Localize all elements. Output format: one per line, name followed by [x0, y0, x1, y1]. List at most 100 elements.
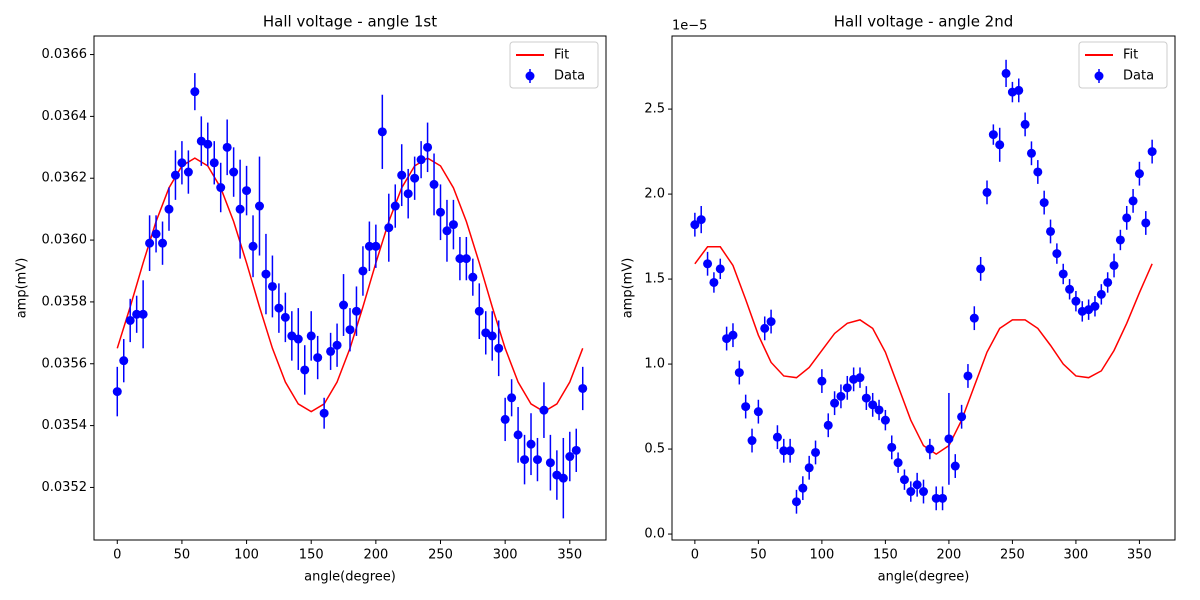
- data-point: [565, 452, 575, 462]
- data-point: [734, 368, 744, 378]
- data-point: [390, 201, 400, 211]
- data-point: [1014, 85, 1024, 95]
- data-point: [944, 434, 954, 444]
- data-point: [526, 439, 536, 449]
- data-point: [423, 142, 433, 152]
- data-point: [957, 412, 967, 422]
- offset-label: 1e−5: [672, 19, 707, 34]
- data-point: [351, 306, 361, 316]
- data-point: [578, 383, 588, 393]
- data-point: [728, 330, 738, 340]
- data-point: [836, 391, 846, 401]
- data-point: [487, 331, 497, 341]
- data-point: [823, 420, 833, 430]
- data-point: [209, 158, 219, 168]
- data-point: [1065, 284, 1075, 294]
- data-point: [874, 405, 884, 415]
- data-point: [703, 259, 713, 269]
- x-tick-label: 0: [691, 548, 699, 563]
- y-tick-label: 0.0: [644, 527, 665, 542]
- data-point: [855, 373, 865, 383]
- data-point: [436, 207, 446, 217]
- data-point: [696, 215, 706, 225]
- data-point: [1147, 147, 1157, 157]
- data-point: [494, 343, 504, 353]
- axes-frame: [671, 35, 1176, 541]
- data-point: [145, 238, 155, 248]
- y-tick-label: 0.0358: [42, 294, 88, 309]
- data-point: [1071, 296, 1081, 306]
- data-point: [364, 241, 374, 251]
- y-tick-label: 1.5: [644, 272, 665, 287]
- fit-line: [694, 246, 1153, 456]
- legend-label: Data: [554, 69, 585, 84]
- data-point: [747, 436, 757, 446]
- data-point: [969, 313, 979, 323]
- data-point: [222, 142, 232, 152]
- data-point: [893, 458, 903, 468]
- data-point: [950, 461, 960, 471]
- data-point: [235, 204, 245, 214]
- axes-frame: [93, 35, 607, 541]
- data-point: [798, 483, 808, 493]
- data-point: [229, 167, 239, 177]
- y-tick-label: 2.5: [644, 102, 665, 117]
- data-point: [242, 186, 252, 196]
- data-point: [177, 158, 187, 168]
- data-point: [455, 254, 465, 264]
- data-point: [1058, 269, 1068, 279]
- data-point: [254, 201, 264, 211]
- data-point: [507, 393, 517, 403]
- data-point: [190, 87, 200, 97]
- x-tick-label: 250: [1000, 548, 1025, 563]
- data-point: [912, 480, 922, 490]
- x-tick-label: 350: [1127, 548, 1152, 563]
- data-point: [880, 415, 890, 425]
- y-tick-label: 0.0364: [42, 109, 88, 124]
- data-point: [976, 264, 986, 274]
- legend-marker: [1094, 71, 1104, 81]
- data-point: [1090, 301, 1100, 311]
- x-tick-label: 200: [936, 548, 961, 563]
- data-point: [448, 220, 458, 230]
- data-point: [306, 331, 316, 341]
- x-tick-label: 300: [493, 548, 518, 563]
- x-tick-label: 0: [113, 548, 121, 563]
- y-tick-label: 2.0: [644, 187, 665, 202]
- data-point: [474, 306, 484, 316]
- data-point: [906, 487, 916, 497]
- chart-title: Hall voltage - angle 1st: [263, 13, 437, 31]
- legend-label: Fit: [1123, 48, 1138, 63]
- data-point: [1039, 198, 1049, 208]
- data-point: [429, 179, 439, 189]
- y-axis-label: amp(mV): [15, 258, 30, 319]
- x-tick-label: 200: [363, 548, 388, 563]
- y-tick-label: 0.0356: [42, 356, 88, 371]
- data-point: [1020, 119, 1030, 129]
- data-point: [690, 220, 700, 230]
- data-point: [830, 398, 840, 408]
- x-axis-label: angle(degree): [878, 570, 970, 585]
- data-point: [817, 376, 827, 386]
- data-point: [1128, 196, 1138, 206]
- data-point: [461, 254, 471, 264]
- data-point: [183, 167, 193, 177]
- data-point: [779, 446, 789, 456]
- x-tick-label: 100: [234, 548, 259, 563]
- data-point: [132, 309, 142, 319]
- data-point: [558, 473, 568, 483]
- data-point: [1141, 218, 1151, 228]
- data-point: [203, 139, 213, 149]
- data-point: [1115, 235, 1125, 245]
- data-point: [345, 325, 355, 335]
- data-point: [766, 317, 776, 327]
- x-tick-label: 100: [809, 548, 834, 563]
- data-point: [164, 204, 174, 214]
- data-point: [267, 281, 277, 291]
- data-point: [119, 356, 129, 366]
- data-point: [313, 353, 323, 363]
- data-point: [1052, 249, 1062, 259]
- data-point: [571, 445, 581, 455]
- data-point: [397, 170, 407, 180]
- data-point: [151, 229, 161, 239]
